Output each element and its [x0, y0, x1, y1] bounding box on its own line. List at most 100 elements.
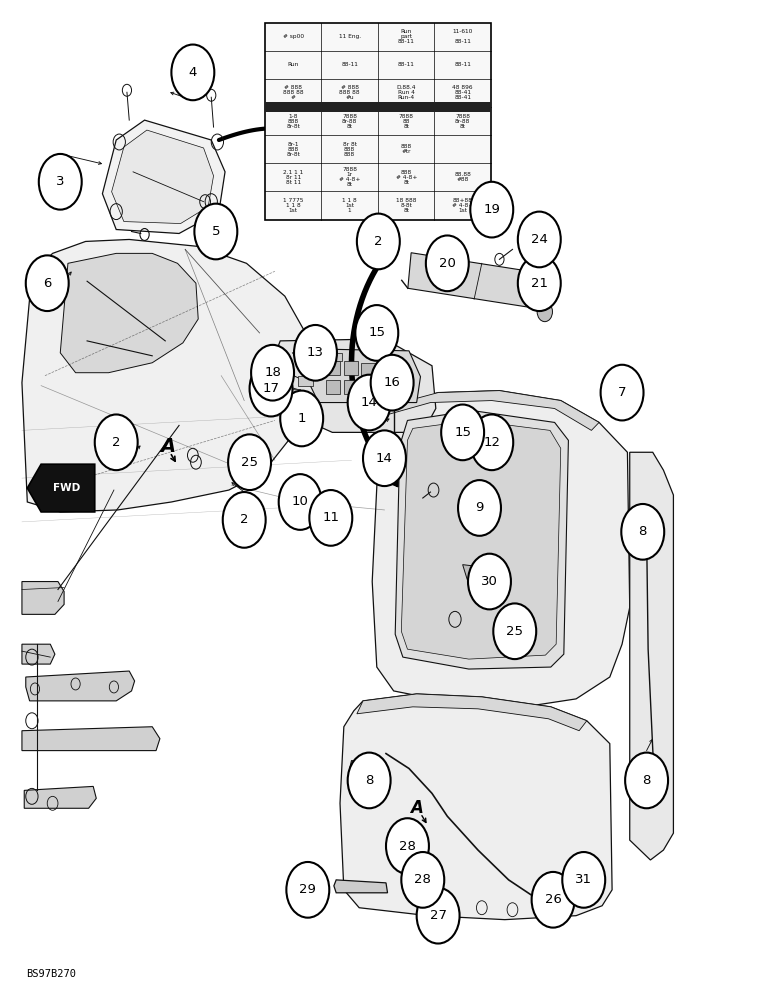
Circle shape: [417, 888, 459, 944]
Polygon shape: [401, 420, 560, 659]
Text: 30: 30: [481, 575, 498, 588]
Text: 7: 7: [618, 386, 626, 399]
Bar: [302, 365, 311, 373]
Text: 7888
1r
# 4-8+
8t: 7888 1r # 4-8+ 8t: [339, 167, 361, 187]
Text: 88.88
#88: 88.88 #88: [454, 172, 471, 182]
Bar: [344, 380, 357, 394]
Text: 19: 19: [483, 203, 500, 216]
Circle shape: [310, 490, 352, 546]
Text: 8r 8t
888
888: 8r 8t 888 888: [343, 142, 357, 157]
Circle shape: [518, 255, 560, 311]
Circle shape: [171, 45, 215, 100]
Bar: [265, 102, 491, 112]
Text: FWD: FWD: [52, 483, 80, 493]
Text: 8r-1
888
8r-8t: 8r-1 888 8r-8t: [286, 142, 300, 157]
Text: 1-8
888
8r-8t: 1-8 888 8r-8t: [286, 114, 300, 129]
Text: 88-11: 88-11: [454, 62, 471, 67]
Text: 24: 24: [531, 233, 547, 246]
Text: 888
#tr: 888 #tr: [401, 144, 411, 154]
Text: 18 888
8-8t
8t: 18 888 8-8t 8t: [396, 198, 416, 213]
Circle shape: [363, 430, 406, 486]
Polygon shape: [22, 727, 160, 751]
Polygon shape: [340, 694, 612, 920]
Polygon shape: [306, 349, 421, 403]
Text: 20: 20: [438, 257, 455, 270]
Text: 1 7775
1 1 8
1st: 1 7775 1 1 8 1st: [283, 198, 303, 213]
Text: 7888
8r-88
8t: 7888 8r-88 8t: [342, 114, 357, 129]
Circle shape: [470, 414, 513, 470]
Text: 2: 2: [374, 235, 383, 248]
Text: 8: 8: [642, 774, 651, 787]
Circle shape: [39, 154, 82, 210]
Text: 27: 27: [430, 909, 447, 922]
Circle shape: [280, 391, 323, 446]
Circle shape: [249, 361, 293, 416]
Text: 88-11: 88-11: [398, 62, 415, 67]
Text: 11 Eng.: 11 Eng.: [339, 34, 361, 39]
Text: # 888
888 88
#: # 888 888 88 #: [283, 85, 303, 100]
Circle shape: [286, 862, 330, 918]
Polygon shape: [269, 339, 436, 432]
Circle shape: [223, 492, 266, 548]
Text: 11: 11: [323, 511, 340, 524]
Circle shape: [441, 405, 484, 460]
Circle shape: [347, 375, 391, 430]
Text: A: A: [411, 799, 423, 817]
Circle shape: [251, 345, 294, 401]
Text: 6: 6: [43, 277, 52, 290]
Polygon shape: [384, 391, 599, 430]
Circle shape: [601, 365, 644, 420]
Text: 3: 3: [56, 175, 65, 188]
Bar: [361, 382, 375, 396]
Circle shape: [380, 391, 395, 410]
Bar: [384, 371, 394, 389]
Polygon shape: [395, 410, 568, 669]
Circle shape: [537, 302, 553, 322]
Bar: [344, 361, 357, 375]
Text: 28: 28: [415, 873, 432, 886]
Circle shape: [625, 753, 668, 808]
Circle shape: [371, 355, 414, 410]
Text: 88-11: 88-11: [341, 62, 358, 67]
Text: 1: 1: [297, 412, 306, 425]
Text: 29: 29: [300, 883, 317, 896]
Text: 31: 31: [575, 873, 592, 886]
Text: # sp00: # sp00: [283, 34, 303, 39]
Polygon shape: [462, 565, 492, 582]
Bar: [286, 389, 300, 399]
Circle shape: [347, 753, 391, 808]
Circle shape: [426, 235, 469, 291]
Text: 7888
88
8t: 7888 88 8t: [398, 114, 414, 129]
Polygon shape: [27, 464, 95, 512]
Polygon shape: [357, 694, 587, 731]
Circle shape: [470, 182, 513, 237]
Circle shape: [401, 852, 444, 908]
Text: Run: Run: [287, 62, 299, 67]
Text: A: A: [160, 437, 175, 456]
Text: 4: 4: [188, 66, 197, 79]
Circle shape: [294, 325, 337, 381]
Polygon shape: [334, 880, 388, 893]
Text: 26: 26: [545, 893, 561, 906]
Polygon shape: [476, 200, 491, 220]
Text: 28: 28: [399, 840, 416, 853]
Text: 1 1 8
1st
1: 1 1 8 1st 1: [342, 198, 357, 213]
Bar: [327, 380, 340, 394]
Polygon shape: [103, 120, 225, 233]
Text: Run
part
88-11: Run part 88-11: [398, 29, 415, 44]
Text: 10: 10: [292, 495, 309, 508]
Polygon shape: [22, 582, 64, 614]
Circle shape: [621, 504, 664, 560]
Text: 2.1 1 1
8r 11
8t 11: 2.1 1 1 8r 11 8t 11: [283, 170, 303, 185]
Text: D.88.4
Run 4
Run-4: D.88.4 Run 4 Run-4: [397, 85, 416, 100]
Text: 888
# 4-8+
8t: 888 # 4-8+ 8t: [395, 170, 417, 185]
Text: 17: 17: [262, 382, 279, 395]
Text: 12: 12: [483, 436, 500, 449]
Bar: [361, 363, 375, 377]
Text: 5: 5: [212, 225, 220, 238]
Polygon shape: [112, 130, 214, 224]
Bar: [265, 23, 491, 220]
Text: BS97B270: BS97B270: [25, 969, 76, 979]
Text: 14: 14: [361, 396, 378, 409]
Circle shape: [532, 872, 574, 928]
